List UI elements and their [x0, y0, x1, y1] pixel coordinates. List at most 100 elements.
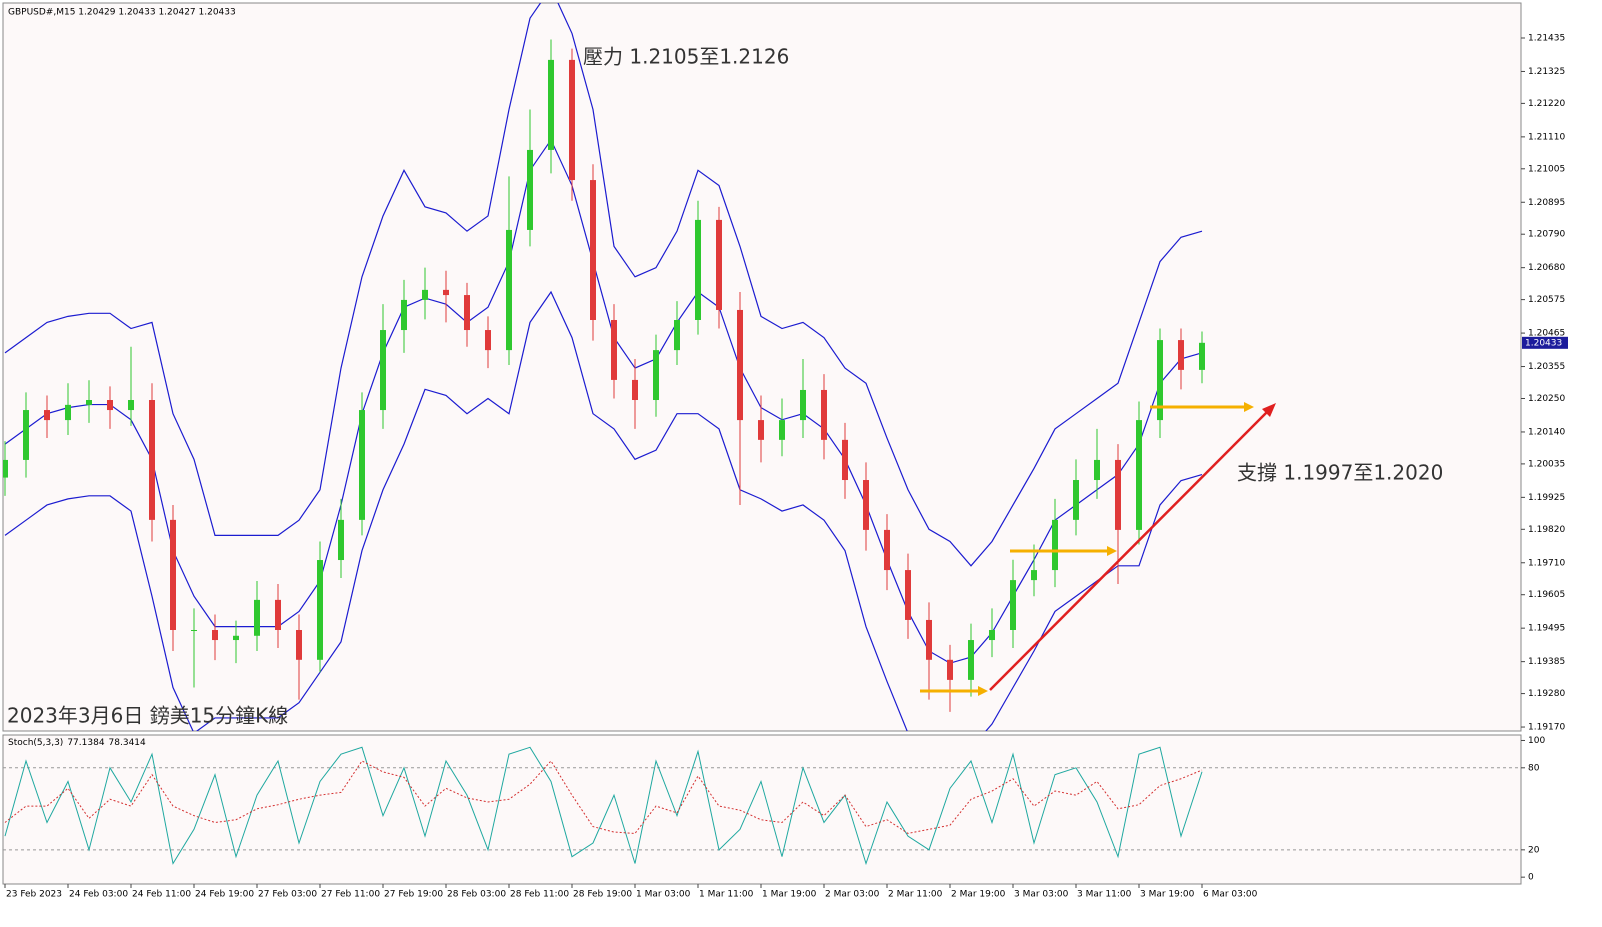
x-tick-label: 24 Feb 11:00	[132, 890, 191, 900]
candle-body	[527, 149, 533, 230]
candle-body	[674, 319, 680, 351]
candle-body	[968, 640, 974, 680]
candle-body	[779, 420, 785, 440]
stoch-plot	[3, 746, 1521, 866]
x-tick-label: 28 Feb 03:00	[447, 890, 506, 900]
candle-body	[800, 389, 806, 421]
candle-body	[296, 629, 302, 660]
x-tick-label: 27 Feb 03:00	[258, 890, 317, 900]
y-tick-label: 1.21220	[1528, 99, 1565, 109]
candle-body	[716, 219, 722, 310]
candle-body	[695, 219, 701, 320]
candle-body	[359, 410, 365, 520]
line	[4, 746, 1203, 866]
candle-body	[842, 439, 848, 481]
candle-body	[590, 180, 596, 320]
y-tick-label: 1.21110	[1528, 132, 1565, 142]
candle-body	[653, 350, 659, 401]
x-tick-label: 3 Mar 11:00	[1077, 890, 1132, 900]
line	[4, 760, 1203, 834]
arrow-head	[1107, 546, 1117, 556]
y-tick-label: 1.20250	[1528, 394, 1565, 404]
x-tick-label: 28 Feb 11:00	[510, 890, 569, 900]
x-tick-label: 2 Mar 11:00	[888, 890, 943, 900]
candle-body	[947, 659, 953, 680]
candle-body	[884, 529, 890, 571]
y-tick-label: 1.19495	[1528, 624, 1565, 634]
candle-body	[149, 400, 155, 520]
candle-body	[107, 400, 113, 411]
candle-body	[632, 379, 638, 401]
candle-body	[737, 309, 743, 421]
y-tick-label: 1.19280	[1528, 689, 1565, 699]
y-tick-label: 1.20035	[1528, 459, 1565, 469]
x-tick-label: 2 Mar 03:00	[825, 890, 880, 900]
candle-body	[443, 289, 449, 296]
stoch-title: Stoch(5,3,3) 77.1384 78.3414	[8, 738, 146, 748]
candle-body	[380, 330, 386, 411]
x-tick-label: 27 Feb 19:00	[384, 890, 443, 900]
annotation: 壓力 1.2105至1.2126	[583, 45, 789, 69]
x-tick-label: 3 Mar 03:00	[1014, 890, 1069, 900]
candle-body	[1094, 459, 1100, 481]
candle-body	[422, 289, 428, 300]
y-tick-label: 1.19710	[1528, 558, 1565, 568]
y-tick-label: 1.19925	[1528, 493, 1565, 503]
candle-body	[506, 229, 512, 351]
y-tick-label: 100	[1528, 736, 1545, 746]
candle-body	[44, 410, 50, 421]
candle-body	[317, 560, 323, 660]
y-tick-label: 1.20140	[1528, 427, 1565, 437]
candle-body	[3, 459, 8, 478]
annotation: 支撐 1.1997至1.2020	[1237, 461, 1443, 485]
y-tick-label: 0	[1528, 873, 1534, 883]
candle-body	[191, 629, 197, 631]
arrows	[920, 402, 1276, 696]
candle-body	[1073, 480, 1079, 520]
x-tick-label: 3 Mar 19:00	[1140, 890, 1195, 900]
line	[4, 3, 1203, 567]
x-tick-label: 28 Feb 19:00	[573, 890, 632, 900]
arrow-head	[1262, 403, 1276, 417]
candle-body	[170, 519, 176, 630]
stoch-panel	[2, 734, 1522, 885]
candle-body	[254, 599, 260, 636]
indicator-name: Stoch(5,3,3)	[8, 738, 63, 748]
candle-body	[464, 295, 470, 331]
y-tick-label: 1.21435	[1528, 33, 1565, 43]
y-tick-label: 1.19820	[1528, 525, 1565, 535]
y-tick-label: 20	[1528, 845, 1540, 855]
candle-body	[1115, 459, 1121, 530]
y-tick-label: 1.19605	[1528, 590, 1565, 600]
d-value: 78.3414	[109, 738, 146, 748]
candle-body	[233, 635, 239, 641]
x-tick-label: 1 Mar 03:00	[636, 890, 691, 900]
x-tick-label: 27 Feb 11:00	[321, 890, 380, 900]
price-tag	[1522, 336, 1568, 349]
x-tick-label: 1 Mar 11:00	[699, 890, 754, 900]
y-tick-label: 1.20465	[1528, 329, 1565, 339]
axes: 1.21435 1.21325 1.21220 1.21110 1.21005 1.208…	[4, 33, 1568, 900]
candle-body	[1010, 580, 1016, 630]
candle-body	[863, 480, 869, 530]
candle-body	[1157, 340, 1163, 421]
candle-body	[821, 389, 827, 440]
line	[4, 138, 1203, 664]
candle-body	[611, 319, 617, 380]
x-tick-label: 24 Feb 19:00	[195, 890, 254, 900]
candle-body	[212, 629, 218, 641]
candle-body	[401, 299, 407, 331]
y-tick-label: 1.20790	[1528, 230, 1565, 240]
candle-body	[548, 59, 554, 150]
candle-body	[86, 400, 92, 405]
header: GBPUSD#,M15 1.20429 1.20433 1.20427 1.20…	[8, 8, 236, 18]
x-tick-label: 23 Feb 2023	[6, 890, 62, 900]
x-tick-label: 6 Mar 03:00	[1203, 890, 1258, 900]
candle-body	[569, 59, 575, 181]
candle-body	[275, 599, 281, 630]
y-tick-label: 1.21005	[1528, 164, 1565, 174]
candle-body	[338, 519, 344, 561]
y-tick-label: 1.20680	[1528, 263, 1565, 273]
